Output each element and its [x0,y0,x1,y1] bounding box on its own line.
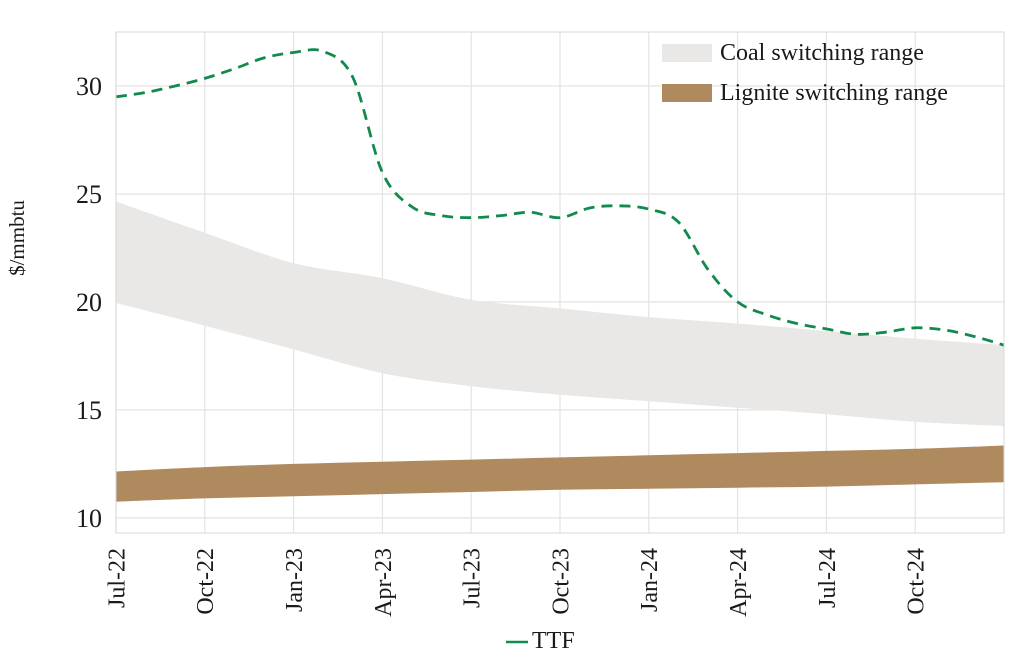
x-tick-label: Oct-22 [193,548,219,615]
lignite-legend-label: Lignite switching range [720,80,948,106]
y-tick-label: 15 [76,396,102,425]
ttf-legend-label: TTF [532,628,575,654]
x-tick-label: Jan-23 [282,548,308,612]
x-tick-label: Jul-22 [104,548,130,608]
x-tick-label: Oct-23 [548,548,574,615]
axis-tick-labels: 10 15 20 25 30 Jul-22 Oct-22 Jan-23 Apr-23 Jul-23… [76,72,930,617]
x-tick-label: Jul-23 [460,548,486,608]
y-tick-label: 30 [76,72,102,101]
legend-bottom: TTF [506,628,575,654]
y-tick-label: 10 [76,504,102,533]
switching-range-bands [116,201,1004,502]
y-tick-label: 25 [76,180,102,209]
coal-legend-label: Coal switching range [720,40,924,66]
x-tick-label: Apr-24 [726,548,752,617]
x-tick-label: Oct-24 [904,548,930,615]
coal-band-area [116,201,1004,427]
lignite-band-area [116,445,1004,502]
lignite-legend-swatch [662,84,712,102]
x-tick-label: Jan-24 [637,548,663,612]
y-tick-label: 20 [76,288,102,317]
plot-border [115,31,1005,534]
ttf-line [115,48,1005,347]
ttf-series-layer [115,48,1005,347]
coal-legend-swatch [662,44,712,62]
x-tick-label: Apr-23 [371,548,397,617]
legend-top-right: Coal switching range Lignite switching r… [662,40,948,106]
y-axis-title: $/mmbtu [5,200,29,276]
x-tick-label: Jul-24 [815,548,841,608]
